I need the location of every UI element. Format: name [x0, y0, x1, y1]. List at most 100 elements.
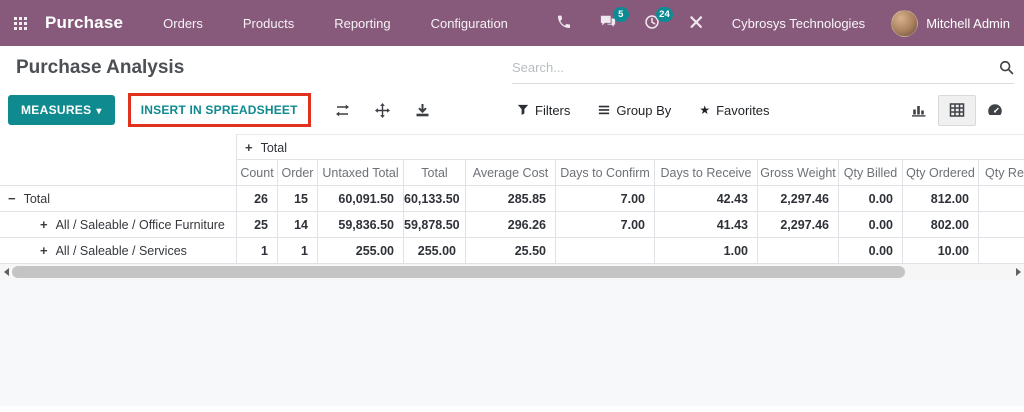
scroll-right-arrow[interactable] — [1012, 264, 1024, 280]
row-header[interactable]: + All / Saleable / Office Furniture — [0, 212, 237, 238]
measure-header[interactable]: Untaxed Total — [318, 160, 404, 186]
pivot-value-cell: 1 — [278, 238, 318, 264]
pivot-value-cell: 41.43 — [655, 212, 758, 238]
collapse-icon[interactable]: − — [8, 191, 16, 206]
pivot-value-cell — [979, 238, 1024, 264]
measure-header[interactable]: Order — [278, 160, 318, 186]
view-bar-chart-button[interactable] — [900, 95, 938, 126]
measure-header[interactable]: Qty Ordered — [903, 160, 979, 186]
expand-icon[interactable]: + — [40, 217, 48, 232]
nav-menu: Orders Products Reporting Configuration — [163, 16, 508, 31]
pivot-value-cell — [556, 238, 655, 264]
control-panel-top: Purchase Analysis — [0, 46, 1024, 90]
pivot-value-cell: 14 — [278, 212, 318, 238]
pivot-value-cell: 60,133.50 — [404, 186, 466, 212]
flip-axis-icon[interactable] — [334, 102, 351, 119]
column-group-label: Total — [260, 140, 287, 155]
view-dashboard-button[interactable] — [976, 95, 1014, 126]
app-name[interactable]: Purchase — [45, 13, 124, 32]
favorites-label: Favorites — [716, 102, 770, 118]
nav-menu-item-products[interactable]: Products — [242, 15, 295, 31]
horizontal-scrollbar[interactable] — [0, 264, 1024, 280]
column-group-header-total[interactable]: + Total — [237, 134, 1024, 160]
row-label: Total — [23, 192, 50, 206]
pivot-row: + All / Saleable / Office Furniture 25 14 59… — [0, 212, 1024, 238]
measure-header[interactable]: Total — [404, 160, 466, 186]
filter-icon — [517, 104, 529, 115]
apps-menu-icon[interactable] — [14, 16, 27, 30]
pivot-value-cell: 285.85 — [466, 186, 556, 212]
tools-icon[interactable] — [688, 14, 706, 32]
nav-menu-item-orders[interactable]: Orders — [163, 15, 203, 31]
annotation-red-box: INSERT IN SPREADSHEET — [127, 93, 311, 127]
measures-button[interactable]: MEASURES ▾ — [8, 95, 115, 125]
caret-down-icon: ▾ — [96, 106, 102, 117]
pivot-value-cell: 59,878.50 — [404, 212, 466, 238]
pivot-value-cell: 255.00 — [404, 238, 466, 264]
row-header[interactable]: − Total — [0, 186, 237, 212]
nav-menu-item-reporting[interactable]: Reporting — [334, 15, 391, 31]
pivot-value-cell: 26 — [237, 186, 278, 212]
measure-header[interactable]: Days to Confirm — [556, 160, 655, 186]
measure-header[interactable]: Days to Receive — [655, 160, 758, 186]
pivot-value-cell: 15 — [278, 186, 318, 212]
measure-header[interactable]: Qty Billed — [839, 160, 903, 186]
pivot-value-cell: 2,297.46 — [758, 186, 839, 212]
expand-all-icon[interactable] — [374, 102, 391, 119]
view-switcher — [900, 94, 1014, 126]
pivot-value-cell: 7.00 — [556, 186, 655, 212]
pivot-value-cell — [979, 212, 1024, 238]
messages-badge: 5 — [612, 7, 629, 22]
phone-icon[interactable] — [556, 14, 574, 32]
company-menu[interactable]: Cybrosys Technologies — [731, 15, 866, 31]
scroll-left-arrow[interactable] — [0, 264, 12, 280]
measures-label: MEASURES — [21, 103, 92, 117]
pivot-row: + All / Saleable / Services 1 1 255.00 255.00… — [0, 238, 1024, 264]
search-icon[interactable] — [999, 60, 1014, 75]
user-name: Mitchell Admin — [926, 15, 1010, 31]
pivot-value-cell: 1 — [237, 238, 278, 264]
expand-icon[interactable]: + — [245, 139, 253, 155]
messages-icon[interactable]: 5 — [600, 7, 629, 32]
pivot-value-cell: 60,091.50 — [318, 186, 404, 212]
pivot-value-cell: 2,297.46 — [758, 212, 839, 238]
filters-label: Filters — [535, 102, 571, 118]
view-pivot-button[interactable] — [938, 94, 976, 126]
control-panel-bottom: MEASURES ▾ INSERT IN SPREADSHEET Filters … — [0, 90, 1024, 130]
pivot-table: + Total Count Order Untaxed Total Total Averag… — [0, 134, 1024, 264]
pivot-value-cell — [979, 186, 1024, 212]
measure-header[interactable]: Qty Re — [979, 160, 1024, 186]
top-nav: Purchase Orders Products Reporting Configur… — [0, 0, 1024, 46]
pivot-value-cell: 25 — [237, 212, 278, 238]
row-label: All / Saleable / Office Furniture — [55, 218, 225, 232]
page-title: Purchase Analysis — [16, 57, 185, 78]
group-by-button[interactable]: Group By — [598, 103, 671, 118]
search-controls: Filters Group By ★ Favorites — [517, 103, 770, 118]
pivot-value-cell: 255.00 — [318, 238, 404, 264]
pivot-value-cell: 0.00 — [839, 212, 903, 238]
pivot-value-cell: 7.00 — [556, 212, 655, 238]
measure-header[interactable]: Count — [237, 160, 278, 186]
pivot-value-cell: 0.00 — [839, 238, 903, 264]
row-label: All / Saleable / Services — [55, 244, 187, 258]
download-icon[interactable] — [414, 102, 431, 119]
pivot-value-cell: 59,836.50 — [318, 212, 404, 238]
filters-button[interactable]: Filters — [517, 103, 570, 118]
search-input[interactable] — [512, 60, 999, 75]
scrollbar-thumb[interactable] — [12, 266, 905, 278]
pivot-value-cell: 25.50 — [466, 238, 556, 264]
measure-header[interactable]: Gross Weight — [758, 160, 839, 186]
insert-in-spreadsheet-button[interactable]: INSERT IN SPREADSHEET — [130, 96, 308, 124]
pivot-corner-cell — [0, 134, 237, 186]
nav-menu-item-configuration[interactable]: Configuration — [430, 15, 508, 31]
pivot-value-cell: 10.00 — [903, 238, 979, 264]
measure-header[interactable]: Average Cost — [466, 160, 556, 186]
activities-clock-icon[interactable]: 24 — [644, 7, 673, 32]
pivot-value-cell: 802.00 — [903, 212, 979, 238]
favorites-button[interactable]: ★ Favorites — [699, 103, 769, 118]
user-menu[interactable]: Mitchell Admin — [891, 9, 1010, 37]
row-header[interactable]: + All / Saleable / Services — [0, 238, 237, 264]
user-avatar — [891, 9, 919, 37]
expand-icon[interactable]: + — [40, 243, 48, 258]
page-background — [0, 280, 1024, 406]
